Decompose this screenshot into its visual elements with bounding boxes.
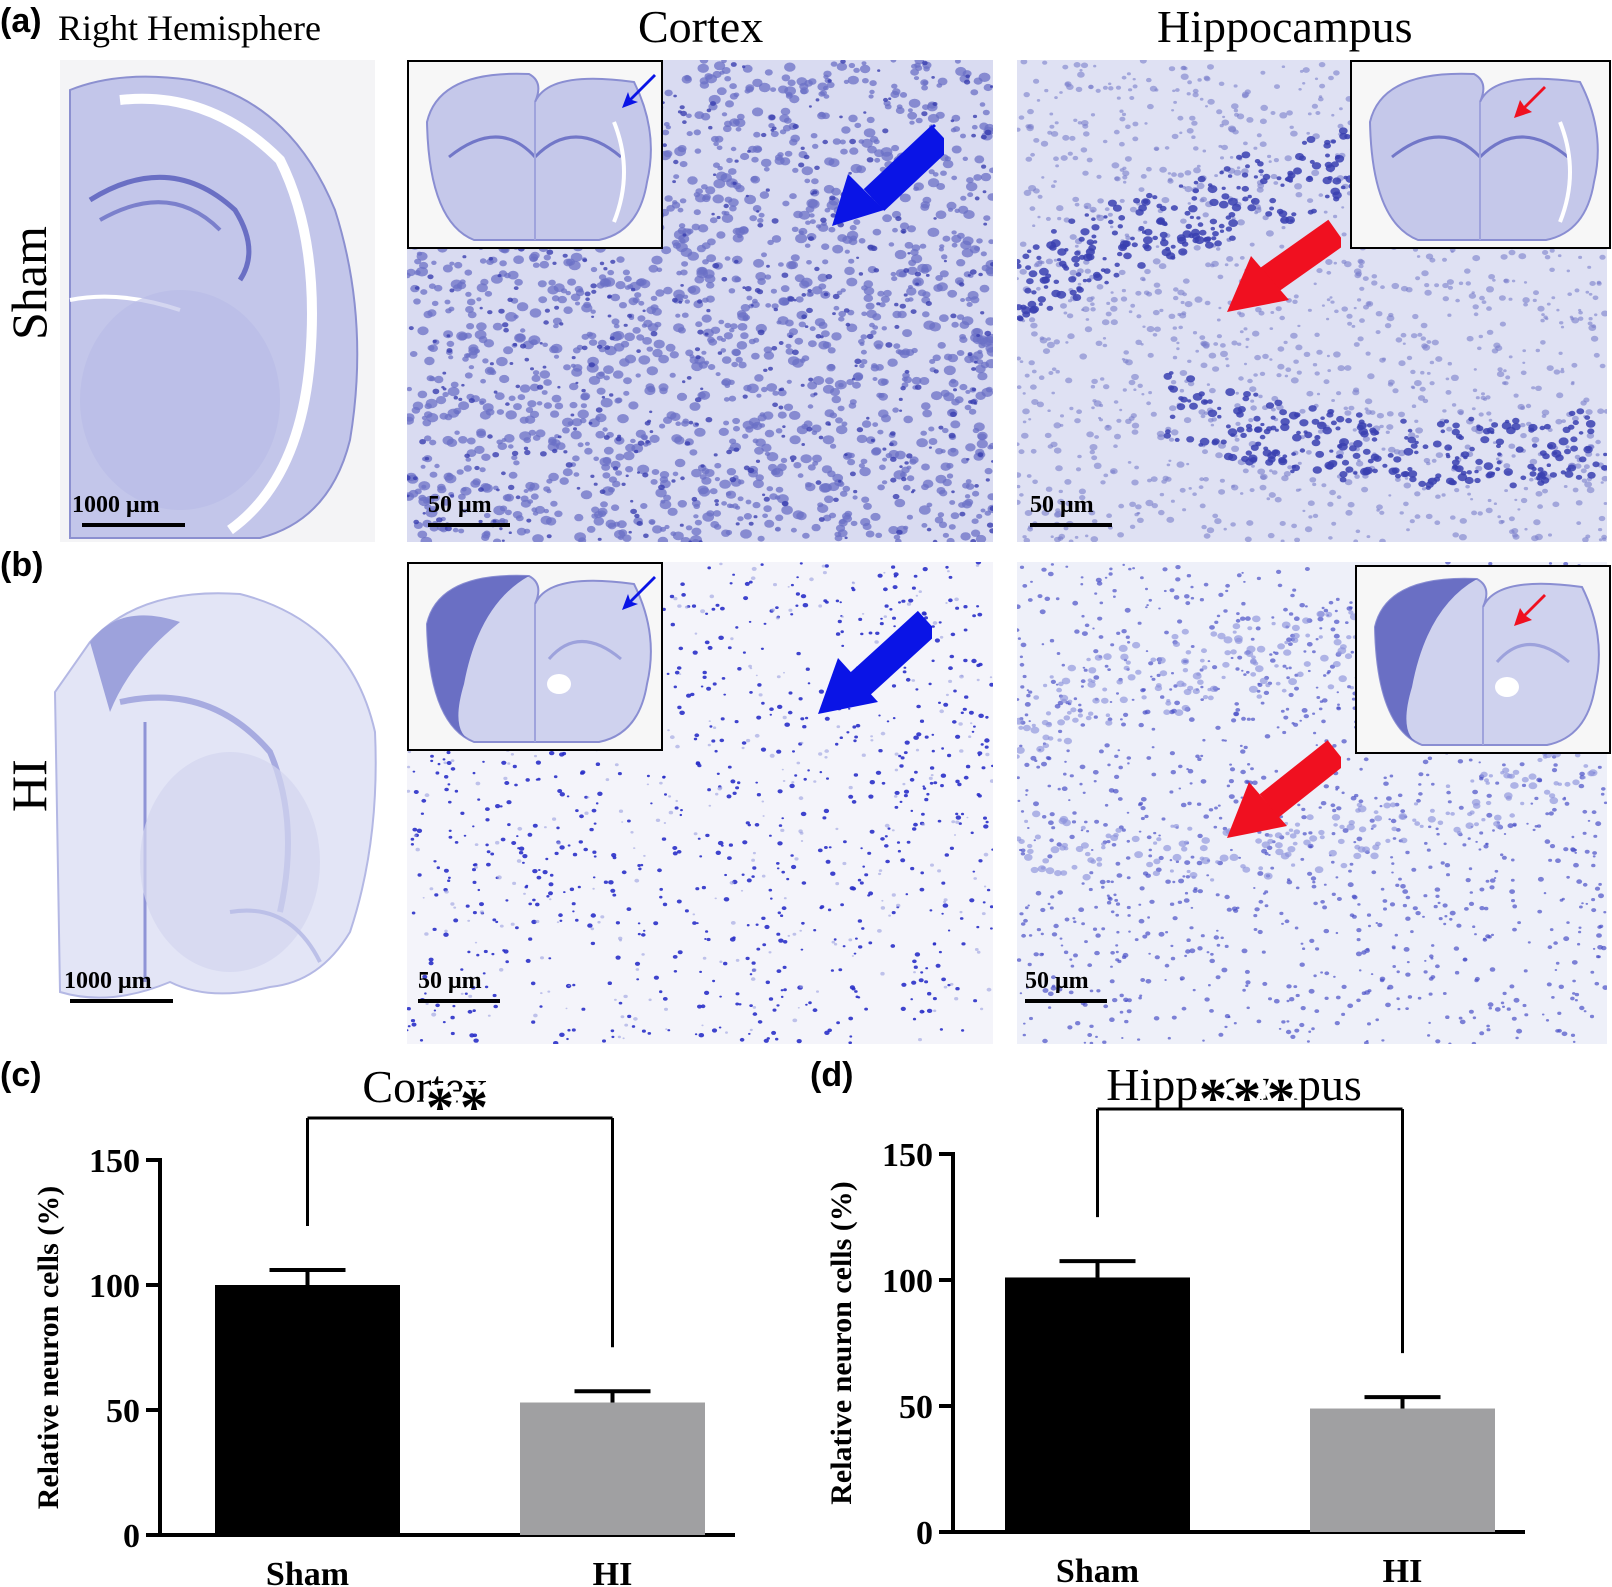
- y-tick-label: 0: [123, 1518, 140, 1555]
- x-tick-label: Sham: [1056, 1553, 1139, 1587]
- bar-hi: [520, 1402, 705, 1535]
- scale-label-hemisphere-sham: 1000 μm: [72, 492, 160, 518]
- arrow-icon-red: [1514, 86, 1546, 118]
- arrow-icon-red: [1514, 594, 1546, 626]
- chart-hippocampus: Hippocampus Relative neuron cells (%) 0 50 1…: [830, 1059, 1525, 1587]
- scale-label-hippocampus-hi: 50 μm: [1025, 968, 1089, 994]
- hippocampus-hi-inset: [1355, 565, 1611, 754]
- scale-label-cortex-hi: 50 μm: [418, 968, 482, 994]
- y-axis-label: Relative neuron cells (%): [830, 1181, 858, 1505]
- cortex-hi-inset: [407, 562, 663, 751]
- arrow-icon-blue: [818, 610, 932, 714]
- column-title-right-hemisphere: Right Hemisphere: [58, 8, 321, 48]
- x-tick-label: Sham: [266, 1556, 349, 1587]
- scale-bar-hippocampus-sham: [1030, 523, 1112, 527]
- panel-label-c: (c): [0, 1056, 42, 1094]
- hemisphere-sham-image: [60, 60, 375, 542]
- arrow-icon-red: [1227, 219, 1341, 312]
- bar-sham: [215, 1285, 400, 1535]
- x-tick-label: HI: [593, 1556, 633, 1587]
- panel-label-d: (d): [810, 1056, 854, 1094]
- scale-label-cortex-sham: 50 μm: [428, 492, 492, 518]
- y-tick-label: 100: [882, 1263, 933, 1300]
- column-title-cortex: Cortex: [638, 1, 764, 52]
- hemisphere-hi-image: [50, 582, 380, 1012]
- y-tick-label: 150: [882, 1137, 933, 1174]
- panel-label-a: (a): [0, 2, 42, 40]
- arrow-icon-blue: [832, 124, 944, 226]
- x-tick-label: HI: [1383, 1553, 1423, 1587]
- arrow-icon-blue: [622, 576, 656, 610]
- significance-bracket: [306, 1116, 614, 1348]
- significance-stars: ***: [1199, 1068, 1301, 1130]
- significance-stars: **: [426, 1077, 494, 1139]
- arrow-icon-red: [1227, 740, 1341, 838]
- chart-title: Hippocampus: [1106, 1059, 1362, 1110]
- y-tick-label: 0: [916, 1515, 933, 1552]
- chart-cortex: Cortex Relative neuron cells (%) 0 50 100 150…: [32, 1061, 735, 1587]
- bar-sham: [1005, 1277, 1190, 1532]
- scale-label-hippocampus-sham: 50 μm: [1030, 492, 1094, 518]
- row-label-hi: HI: [1, 759, 57, 812]
- y-tick-label: 150: [89, 1143, 140, 1180]
- scale-bar-hippocampus-hi: [1025, 999, 1107, 1003]
- column-title-hippocampus: Hippocampus: [1157, 1, 1413, 52]
- hippocampus-sham-inset: [1350, 60, 1611, 249]
- scale-bar-hemisphere-hi: [70, 999, 173, 1003]
- panel-label-b: (b): [0, 546, 44, 584]
- bar-hi: [1310, 1408, 1495, 1532]
- y-axis-label: Relative neuron cells (%): [32, 1186, 65, 1510]
- y-tick-label: 100: [89, 1268, 140, 1305]
- significance-bracket: [1096, 1107, 1404, 1354]
- arrow-icon-blue: [622, 74, 656, 108]
- scale-bar-cortex-sham: [428, 523, 510, 527]
- scale-bar-hemisphere-sham: [82, 523, 185, 527]
- scale-label-hemisphere-hi: 1000 μm: [64, 968, 152, 994]
- cortex-sham-inset: [407, 60, 663, 249]
- chart-title: Cortex: [362, 1061, 487, 1112]
- y-tick-label: 50: [899, 1389, 933, 1426]
- scale-bar-cortex-hi: [418, 999, 500, 1003]
- y-tick-label: 50: [106, 1393, 140, 1430]
- row-label-sham: Sham: [1, 226, 57, 340]
